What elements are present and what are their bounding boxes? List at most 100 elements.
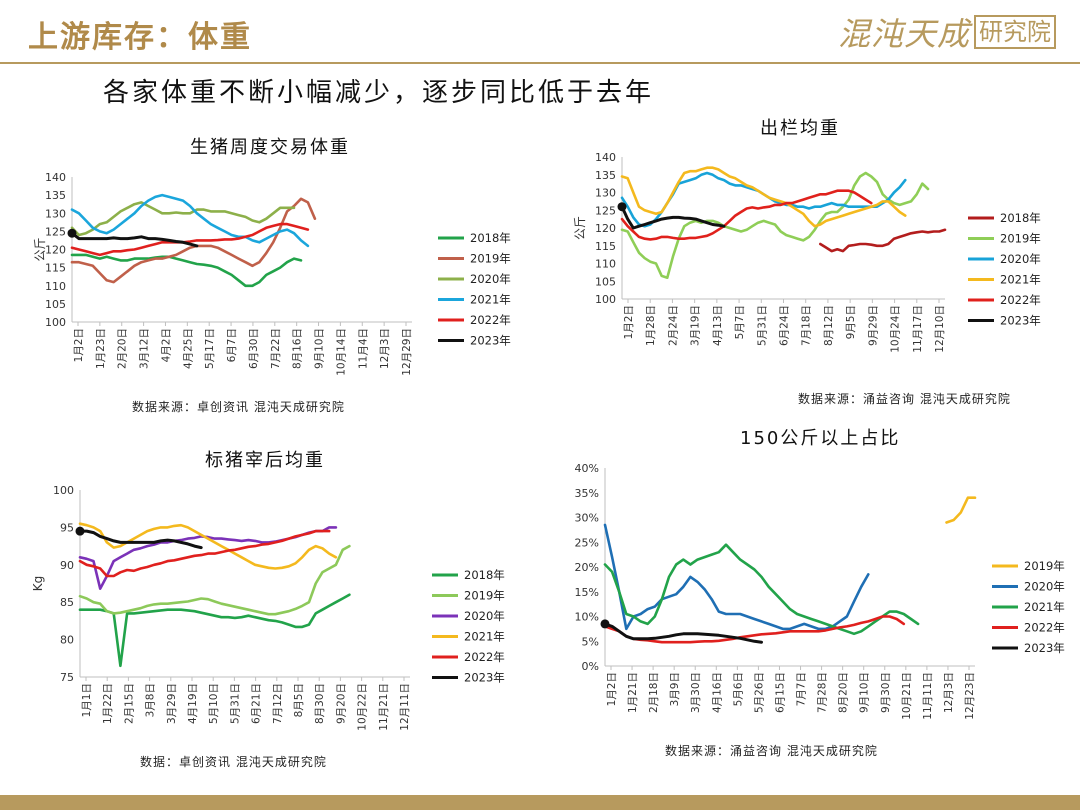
x-tick-label: 3月9日 <box>669 672 681 706</box>
x-tick-label: 7月12日 <box>272 683 284 724</box>
y-tick-label: 120 <box>595 222 616 235</box>
chart-panel-weekly-weight: 生猪周度交易体重 100 105 110 115 120 125 130 135 140 公斤 1月… <box>20 125 540 420</box>
series-line-2021年 <box>620 166 907 228</box>
x-tick-label: 5月31日 <box>229 683 241 724</box>
page-title: 上游库存：体重 <box>28 20 252 55</box>
x-tick-label: 5月17日 <box>204 328 216 369</box>
series-line-2019年 <box>78 544 351 616</box>
y-tick-label: 100 <box>53 484 74 497</box>
legend-label: 2020年 <box>464 609 505 623</box>
x-tick-label: 9月10日 <box>859 672 871 713</box>
legend-label: 2018年 <box>1000 211 1041 225</box>
series-line-2021年 <box>78 522 338 570</box>
series-line-2019年 <box>70 197 317 284</box>
legend-label: 2020年 <box>1000 252 1041 266</box>
chart-panel-over-150kg-share: 150公斤以上占比 0% 5% 10% 15% 20% 25% 30% 35% 40% 1月2日 1… <box>560 418 1065 766</box>
x-tick-label: 3月29日 <box>166 683 178 724</box>
series-line-2022年 <box>70 222 310 257</box>
x-tick-label: 10月14日 <box>335 328 347 376</box>
x-tick-label: 8月16日 <box>292 328 304 369</box>
x-tick-label: 12月11日 <box>399 683 411 731</box>
x-tick-label: 9月20日 <box>335 683 347 724</box>
x-tick-label: 9月5日 <box>845 305 857 339</box>
x-tick-label: 10月21日 <box>901 672 913 720</box>
y-axis-label: 公斤 <box>33 237 47 261</box>
chart-svg: 0% 5% 10% 15% 20% 25% 30% 35% 40% 1月2日 1月21日 2月18日 3… <box>575 462 1065 720</box>
series-line-2021年 <box>70 193 310 248</box>
x-tick-label: 6月21日 <box>251 683 263 724</box>
legend-label: 2022年 <box>1024 621 1065 635</box>
y-tick-label: 95 <box>60 521 74 534</box>
chart-title: 标猪宰后均重 <box>205 450 325 471</box>
y-tick-label: 25% <box>575 536 599 549</box>
y-tick-label: 125 <box>45 225 66 238</box>
series-line-2023年 <box>603 622 763 644</box>
chart-source: 数据来源：涌益咨询 混沌天成研究院 <box>798 392 1011 406</box>
x-tick-label: 8月30日 <box>314 683 326 724</box>
series-line-2022年 <box>603 615 906 644</box>
x-tick-label: 8月20日 <box>838 672 850 713</box>
legend-label: 2022年 <box>464 650 505 664</box>
x-tick-label: 2月24日 <box>667 305 679 346</box>
y-tick-label: 135 <box>45 189 66 202</box>
x-tick-label: 12月3日 <box>943 672 955 713</box>
x-tick-label: 10月22日 <box>357 683 369 731</box>
brand-subname: 研究院 <box>974 15 1056 49</box>
series-start-marker <box>617 202 627 212</box>
header-divider <box>0 62 1080 64</box>
series-line-2022年 <box>78 529 331 578</box>
y-tick-label: 130 <box>45 207 66 220</box>
chart-panel-slaughter-weight: 出栏均重 100 105 110 115 120 125 130 135 140 公斤 1月2日 1月… <box>560 110 1065 410</box>
legend-label: 2020年 <box>470 272 511 286</box>
x-tick-label: 12月29日 <box>401 328 413 376</box>
chart-title: 生猪周度交易体重 <box>190 137 350 158</box>
series-line-2018年 <box>819 228 947 253</box>
x-tick-label: 11月21日 <box>378 683 390 731</box>
x-tick-label: 8月5日 <box>293 683 305 717</box>
x-tick-label: 4月19日 <box>187 683 199 724</box>
brand-name: 混沌天成 <box>837 15 970 53</box>
x-tick-label: 9月30日 <box>880 672 892 713</box>
legend-label: 2018年 <box>470 231 511 245</box>
y-tick-label: 0% <box>582 660 599 673</box>
x-tick-label: 5月10日 <box>208 683 220 724</box>
y-tick-label: 100 <box>595 293 616 306</box>
x-tick-label: 11月11日 <box>922 672 934 720</box>
chart-source: 数据：卓创资讯 混沌天成研究院 <box>140 755 327 769</box>
y-tick-label: 110 <box>595 258 616 271</box>
y-tick-label: 135 <box>595 169 616 182</box>
y-tick-label: 115 <box>595 240 616 253</box>
x-tick-label: 7月7日 <box>796 672 808 706</box>
y-axis-label: 公斤 <box>573 216 587 240</box>
header-bar: 上游库存：体重 混沌天成 研究院 <box>0 0 1080 64</box>
y-tick-label: 105 <box>595 275 616 288</box>
legend-label: 2022年 <box>1000 293 1041 307</box>
series-line-2023年 <box>70 231 199 248</box>
x-tick-label: 6月7日 <box>226 328 238 362</box>
brand-logo: 混沌天成 研究院 <box>838 14 1056 53</box>
chart-source: 数据来源：卓创资讯 混沌天成研究院 <box>132 400 345 414</box>
series-line-2019年 <box>945 496 977 524</box>
series-line-2018年 <box>78 593 351 668</box>
y-tick-label: 5% <box>582 635 599 648</box>
x-tick-label: 1月2日 <box>623 305 635 339</box>
slide-subtitle: 各家体重不断小幅减少，逐步同比低于去年 <box>103 78 655 108</box>
chart-svg: 75 80 85 90 95 100 Kg 1月1日 1月22日 2月15日 3月8日 3月29日 4月… <box>31 484 505 731</box>
x-tick-label: 1月2日 <box>606 672 618 706</box>
series-start-marker <box>75 526 85 536</box>
y-tick-label: 15% <box>575 586 599 599</box>
y-tick-label: 35% <box>575 487 599 500</box>
x-tick-label: 6月30日 <box>248 328 260 369</box>
x-tick-label: 11月17日 <box>912 305 924 353</box>
x-tick-label: 3月8日 <box>145 683 157 717</box>
legend-label: 2021年 <box>1000 273 1041 287</box>
legend-label: 2019年 <box>1000 232 1041 246</box>
y-tick-label: 10% <box>575 611 599 624</box>
series-line-2019年 <box>620 171 930 279</box>
x-tick-label: 2月18日 <box>648 672 660 713</box>
x-tick-label: 1月28日 <box>645 305 657 346</box>
chart-title: 出栏均重 <box>760 118 840 139</box>
legend-label: 2020年 <box>1024 580 1065 594</box>
x-tick-label: 12月10日 <box>934 305 946 353</box>
y-tick-label: 90 <box>60 559 74 572</box>
